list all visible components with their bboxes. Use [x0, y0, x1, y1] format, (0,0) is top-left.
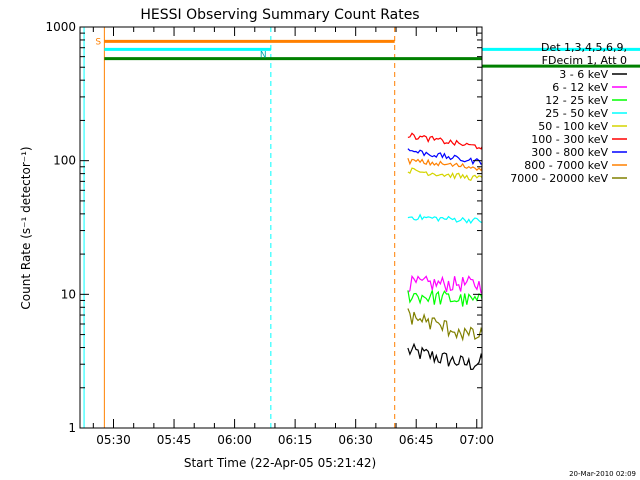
series-line-8	[407, 308, 482, 342]
legend-entry-3: 25 - 50 keV	[545, 107, 608, 120]
y-tick-label-3: 1000	[45, 20, 76, 34]
x-tick-label-0: 05:30	[96, 433, 131, 447]
marker-lines	[83, 27, 396, 428]
legend-entry-4: 50 - 100 keV	[538, 120, 608, 133]
legend-entry-7: 800 - 7000 keV	[524, 159, 608, 172]
legend-header-line-2: FDecim 1, Att 0	[542, 54, 627, 67]
x-tick-label-1: 05:45	[157, 433, 192, 447]
plot-frame	[79, 26, 483, 429]
x-tick-label-3: 06:15	[278, 433, 313, 447]
axes: 1 10 100 1000 05:30 05:45 06:00 06:15 06:30 06:45…	[45, 20, 494, 447]
chart-title: HESSI Observing Summary Count Rates	[140, 7, 419, 23]
legend-entry-1: 6 - 12 keV	[552, 81, 608, 94]
x-tick-label-4: 06:30	[338, 433, 373, 447]
y-axis-label: Count Rate (s⁻¹ detector⁻¹)	[19, 146, 33, 309]
legend-header-line-1: Det 1,3,4,5,6,9,	[541, 41, 627, 54]
series-line-2	[407, 290, 482, 307]
x-tick-label-2: 06:00	[217, 433, 252, 447]
y-tick-label-1: 10	[61, 287, 76, 301]
legend-entry-6: 300 - 800 keV	[531, 146, 608, 159]
legend-entry-8: 7000 - 20000 keV	[510, 172, 608, 185]
legend-entry-5: 100 - 300 keV	[531, 133, 608, 146]
x-tick-label-5: 06:45	[399, 433, 434, 447]
flag-label-n: N	[260, 50, 267, 60]
x-axis-label: Start Time (22-Apr-05 05:21:42)	[184, 456, 376, 470]
legend-entry-2: 12 - 25 keV	[545, 94, 608, 107]
series-line-1	[407, 274, 482, 294]
flag-label-s: S	[95, 37, 101, 47]
footer-timestamp: 20-Mar-2010 02:09	[569, 470, 636, 478]
y-tick-label-2: 100	[53, 154, 76, 168]
series-line-3	[407, 213, 482, 225]
x-tick-label-6: 07:00	[459, 433, 494, 447]
series-line-0	[407, 342, 482, 371]
y-tick-label-0: 1	[68, 421, 76, 435]
legend-entry-0: 3 - 6 keV	[559, 68, 608, 81]
flag-bars: SNRDORD4	[95, 37, 640, 68]
